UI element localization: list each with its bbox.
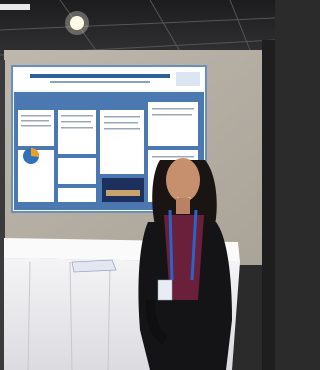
poster-title-line (30, 74, 170, 78)
photo (0, 0, 275, 370)
poster-header (14, 68, 204, 90)
ceiling-light (0, 4, 30, 10)
poster-author-line (50, 81, 150, 83)
badge (158, 280, 172, 300)
ceiling-light-glow (65, 11, 89, 35)
face (166, 158, 200, 202)
poster-photo-building (106, 190, 140, 196)
neck (176, 198, 190, 214)
page (0, 0, 275, 370)
poster-logo (176, 72, 200, 86)
flyer (72, 260, 116, 272)
side-panel (262, 40, 275, 370)
